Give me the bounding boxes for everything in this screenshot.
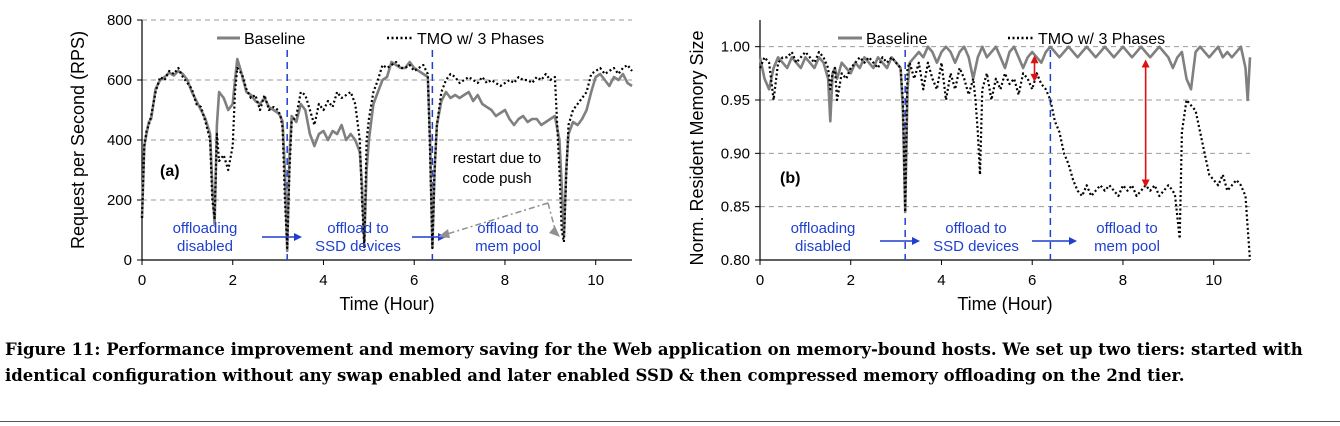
memory-saving-arrow-head xyxy=(1030,73,1039,82)
code-push-arrow xyxy=(547,202,557,234)
restart-annotation: restart due to xyxy=(453,150,541,167)
code-push-arrow-head xyxy=(549,226,560,237)
x-tick-label: 4 xyxy=(319,272,327,289)
x-axis-title: Time (Hour) xyxy=(957,294,1052,314)
x-tick-label: 10 xyxy=(1205,272,1222,289)
series-line-tmo xyxy=(758,50,1252,261)
phase-annotation-phase1: disabled xyxy=(795,238,851,255)
y-tick-label: 800 xyxy=(107,12,132,29)
restart-annotation: code push xyxy=(462,170,531,187)
legend-label-tmo: TMO w/ 3 Phases xyxy=(417,31,544,48)
chart-panel-a: 0 200 400 600 800 0 2 4 6 8 10 Time (Hour) Request p… xyxy=(68,12,633,314)
figure-caption: Figure 11: Performance improvement and m… xyxy=(5,340,1303,385)
series-line-baseline xyxy=(140,57,633,253)
legend-label-tmo: TMO w/ 3 Phases xyxy=(1038,31,1165,48)
legend-label-baseline: Baseline xyxy=(866,31,927,48)
x-tick-label: 10 xyxy=(587,272,604,289)
x-tick-label: 8 xyxy=(501,272,509,289)
phase-annotation-phase3: mem pool xyxy=(475,238,541,255)
phase-arrow-head xyxy=(294,233,302,241)
x-tick-label: 6 xyxy=(1028,272,1036,289)
panel-label: (a) xyxy=(160,163,180,180)
phase-arrow-head xyxy=(912,237,920,245)
x-tick-label: 8 xyxy=(1119,272,1127,289)
legend-label-baseline: Baseline xyxy=(244,31,305,48)
y-tick-label: 0 xyxy=(124,252,132,269)
x-tick-label: 2 xyxy=(229,272,237,289)
series-line-tmo xyxy=(140,60,633,250)
phase-annotation-phase2: SSD devices xyxy=(933,238,1019,255)
y-tick-label: 1.00 xyxy=(721,39,750,56)
y-tick-label: 0.90 xyxy=(721,145,750,162)
x-tick-label: 2 xyxy=(847,272,855,289)
phase-annotation-phase1: offloading xyxy=(791,220,856,237)
memory-saving-arrow-head xyxy=(1030,55,1039,64)
x-tick-label: 0 xyxy=(756,272,764,289)
phase-annotation-phase2: offload to xyxy=(945,220,1006,237)
y-tick-label: 200 xyxy=(107,192,132,209)
chart-panel-b: 0.80 0.85 0.90 0.95 1.00 0 2 4 6 8 10 Time (Hour) No… xyxy=(687,20,1252,314)
code-push-arrow-head xyxy=(438,229,450,238)
phase-annotation-phase1: offloading xyxy=(173,220,238,237)
x-tick-label: 4 xyxy=(937,272,945,289)
x-tick-label: 0 xyxy=(138,272,146,289)
phase-annotation-phase2: SSD devices xyxy=(315,238,401,255)
phase-annotation-phase3: offload to xyxy=(477,220,538,237)
memory-saving-arrow-head xyxy=(1141,59,1150,68)
phase-annotation-phase2: offload to xyxy=(327,220,388,237)
y-tick-label: 400 xyxy=(107,132,132,149)
y-tick-label: 0.85 xyxy=(721,199,750,216)
phase-arrow-head xyxy=(1069,237,1077,245)
code-push-arrow xyxy=(443,202,549,236)
series-line-baseline xyxy=(758,45,1252,214)
y-tick-label: 0.80 xyxy=(721,252,750,269)
x-axis-title: Time (Hour) xyxy=(339,294,434,314)
x-tick-label: 6 xyxy=(410,272,418,289)
caption-divider xyxy=(0,421,1340,422)
phase-annotation-phase1: disabled xyxy=(177,238,233,255)
figure-charts: 0 200 400 600 800 0 2 4 6 8 10 Time (Hour) Request p… xyxy=(68,12,1252,314)
panel-label: (b) xyxy=(780,170,800,187)
memory-saving-arrow-head xyxy=(1141,179,1150,188)
y-axis-title: Request per Second (RPS) xyxy=(68,31,88,249)
y-axis-title: Norm. Resident Memory Size xyxy=(687,30,707,265)
y-tick-label: 600 xyxy=(107,72,132,89)
phase-annotation-phase3: mem pool xyxy=(1094,238,1160,255)
phase-annotation-phase3: offload to xyxy=(1096,220,1157,237)
y-tick-label: 0.95 xyxy=(721,92,750,109)
